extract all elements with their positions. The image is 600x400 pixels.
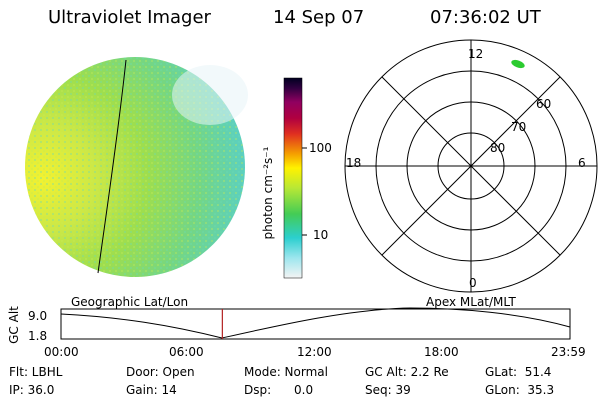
time-tick-2359: 23:59 — [551, 345, 586, 359]
time-tick-1200: 12:00 — [297, 345, 332, 359]
status-dsp: Dsp: 0.0 — [244, 383, 314, 397]
status-ip: IP: 36.0 — [9, 383, 55, 397]
status-sequence: Seq: 39 — [365, 383, 411, 397]
time-label: 07:36:02 UT — [430, 7, 541, 28]
colorbar-tick-100: 100 — [309, 141, 332, 155]
status-mode: Mode: Normal — [244, 365, 328, 379]
earth-disk-image — [25, 57, 248, 277]
polar-plot — [344, 39, 598, 293]
colorbar-tick-10: 10 — [313, 228, 329, 242]
colorbar-label: photon cm⁻²s⁻¹ — [261, 146, 275, 240]
time-tick-0000: 00:00 — [44, 345, 79, 359]
instrument-title: Ultraviolet Imager — [48, 7, 211, 28]
mlat-label-60: 60 — [536, 97, 552, 111]
status-door: Door: Open — [126, 365, 195, 379]
mlt-label-6: 6 — [578, 156, 586, 170]
colorbar — [283, 77, 307, 279]
mlat-label-70: 70 — [511, 120, 527, 134]
time-tick-0600: 06:00 — [169, 345, 204, 359]
altitude-tick-high: 9.0 — [28, 309, 48, 323]
time-tick-1800: 18:00 — [424, 345, 459, 359]
status-gc-altitude: GC Alt: 2.2 Re — [365, 365, 449, 379]
altitude-timeline — [60, 307, 571, 340]
coord-caption-apex: Apex MLat/MLT — [426, 295, 516, 309]
status-geo-latitude: GLat: 51.4 — [485, 365, 552, 379]
mlt-label-0: 0 — [469, 276, 477, 290]
altitude-tick-low: 1.8 — [28, 329, 48, 343]
mlt-label-18: 18 — [346, 156, 362, 170]
altitude-axis-label: GC Alt — [7, 306, 21, 344]
status-gain: Gain: 14 — [126, 383, 177, 397]
date-label: 14 Sep 07 — [273, 7, 365, 28]
mlt-label-12: 12 — [468, 47, 484, 61]
status-geo-longitude: GLon: 35.3 — [485, 383, 555, 397]
mlat-label-80: 80 — [490, 141, 506, 155]
status-filter: Flt: LBHL — [9, 365, 63, 379]
coord-caption-geographic: Geographic Lat/Lon — [71, 295, 189, 309]
